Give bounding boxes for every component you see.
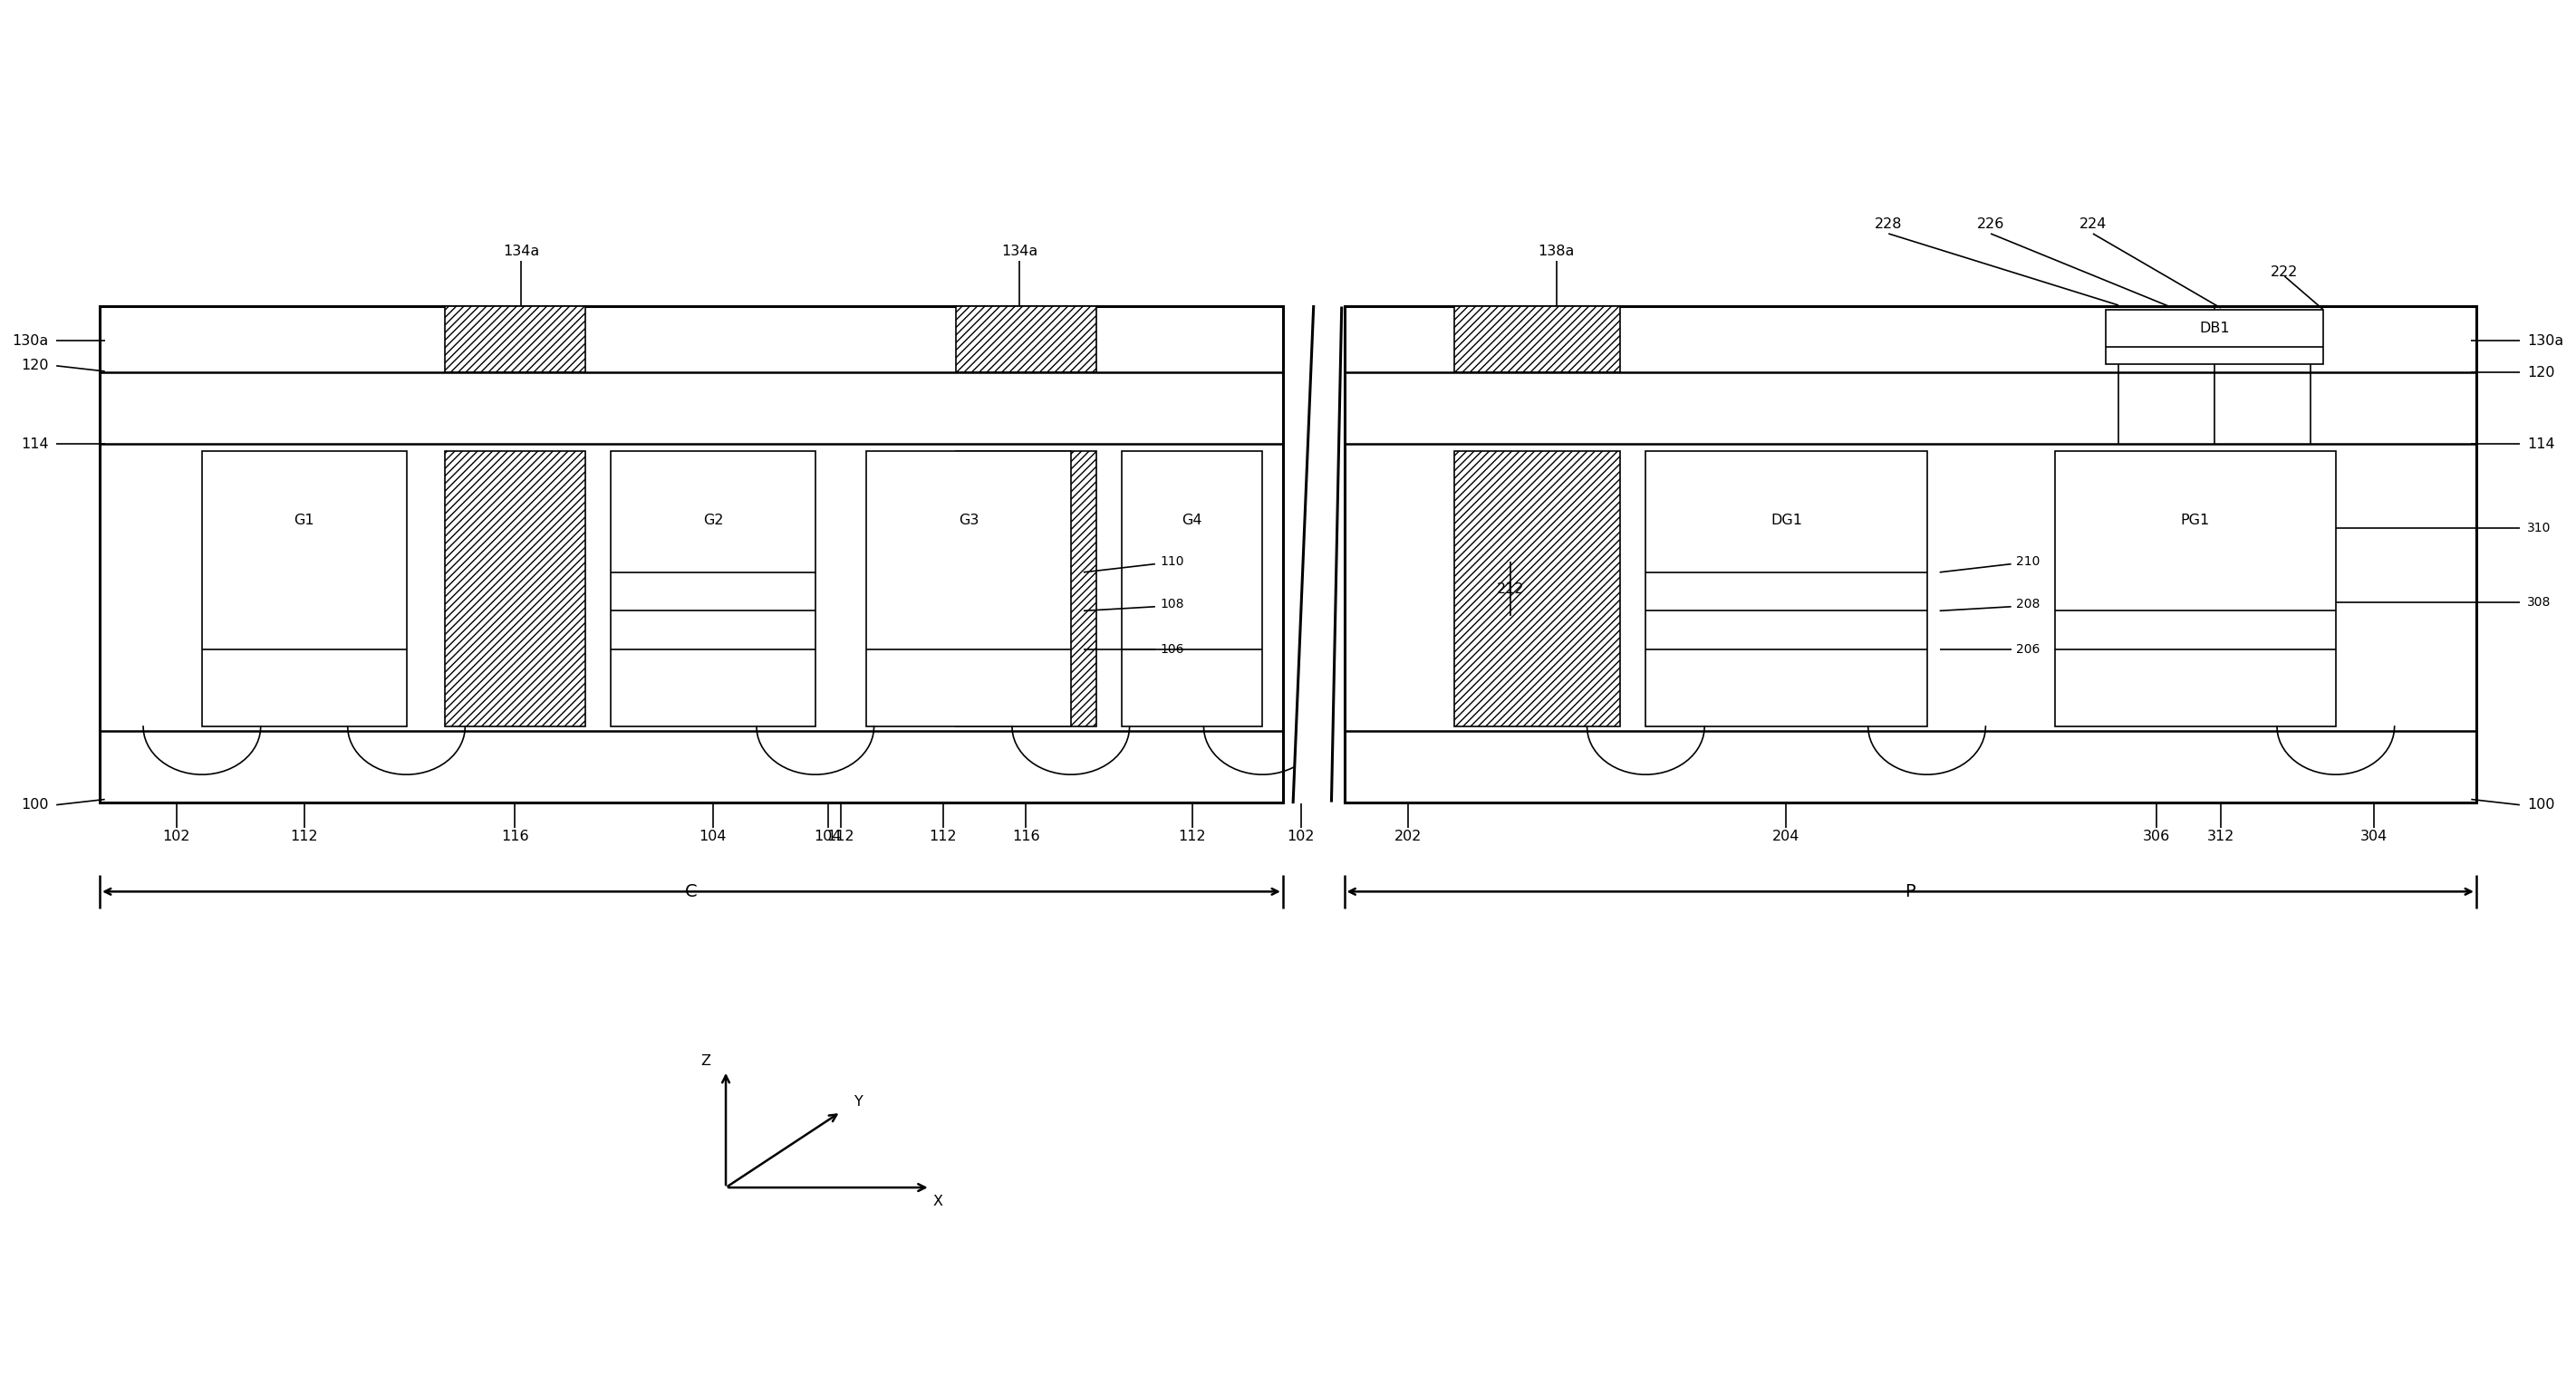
Text: 116: 116 (1012, 830, 1041, 843)
Text: 202: 202 (1394, 830, 1422, 843)
Text: 104: 104 (814, 830, 842, 843)
Bar (2056, 451, 2336, 727)
Text: 114: 114 (21, 437, 49, 451)
Text: 112: 112 (1177, 830, 1206, 843)
Text: 306: 306 (2143, 830, 2172, 843)
Text: 130a: 130a (13, 334, 49, 347)
Text: 120: 120 (21, 358, 49, 372)
Text: DG1: DG1 (1770, 513, 1803, 527)
Text: 222: 222 (2272, 266, 2298, 280)
Text: 102: 102 (162, 830, 191, 843)
Text: P: P (1906, 883, 1917, 900)
Text: 110: 110 (1159, 555, 1185, 567)
Text: X: X (933, 1194, 943, 1208)
Text: 226: 226 (1976, 217, 2004, 231)
Polygon shape (1293, 307, 1342, 803)
Text: 120: 120 (2527, 365, 2555, 379)
Text: DB1: DB1 (2200, 322, 2231, 335)
Text: G1: G1 (294, 513, 314, 527)
Bar (611, 451, 814, 727)
Bar (201, 451, 407, 727)
Text: PG1: PG1 (2179, 513, 2210, 527)
Text: 228: 228 (1875, 217, 1901, 231)
Text: 100: 100 (21, 799, 49, 811)
Bar (100, 307, 1283, 803)
Text: 138a: 138a (1538, 245, 1574, 259)
Text: 112: 112 (930, 830, 956, 843)
Bar (446, 451, 585, 727)
Text: 108: 108 (1159, 598, 1185, 610)
Text: 130a: 130a (2527, 334, 2563, 347)
Text: 308: 308 (2527, 597, 2550, 609)
Text: 208: 208 (2017, 598, 2040, 610)
Bar (956, 307, 1097, 372)
Text: 116: 116 (502, 830, 528, 843)
Bar (1453, 307, 1620, 372)
Bar (2105, 310, 2324, 364)
Bar (1646, 451, 1927, 727)
Text: 224: 224 (2079, 217, 2107, 231)
Bar (866, 451, 1072, 727)
Bar (446, 307, 585, 372)
Text: 210: 210 (2017, 555, 2040, 567)
Text: Y: Y (855, 1095, 863, 1109)
Text: 106: 106 (1159, 644, 1185, 656)
Text: 206: 206 (2017, 644, 2040, 656)
Text: G3: G3 (958, 513, 979, 527)
Text: 304: 304 (2360, 830, 2388, 843)
Bar (1123, 451, 1262, 727)
Text: C: C (685, 883, 698, 900)
Text: 134a: 134a (1002, 245, 1038, 259)
Bar (1345, 307, 2476, 803)
Text: G2: G2 (703, 513, 724, 527)
Text: 310: 310 (2527, 522, 2550, 534)
Text: 112: 112 (291, 830, 317, 843)
Text: 134a: 134a (502, 245, 538, 259)
Text: 102: 102 (1288, 830, 1314, 843)
Text: G4: G4 (1182, 513, 1203, 527)
Text: Z: Z (701, 1055, 711, 1067)
Text: 114: 114 (2527, 437, 2555, 451)
Text: 312: 312 (2208, 830, 2233, 843)
Text: 112: 112 (827, 830, 855, 843)
Bar (1453, 451, 1620, 727)
Text: 104: 104 (698, 830, 726, 843)
Text: 100: 100 (2527, 799, 2555, 811)
Bar (956, 451, 1097, 727)
Text: 204: 204 (1772, 830, 1801, 843)
Text: 212: 212 (1497, 583, 1525, 595)
